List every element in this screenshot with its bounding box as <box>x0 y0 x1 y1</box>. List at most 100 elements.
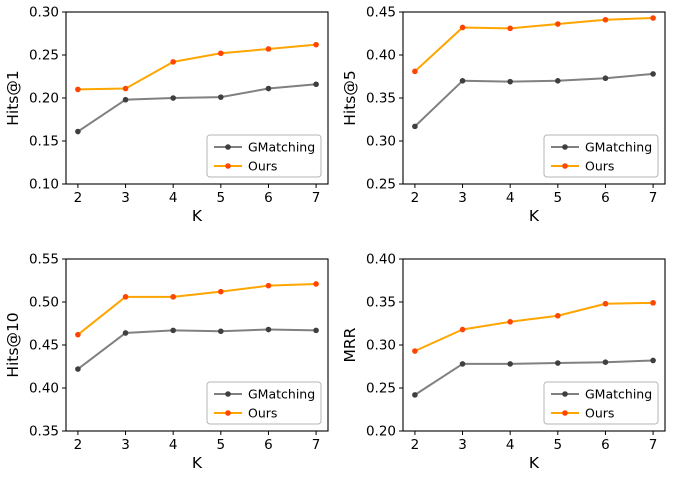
y-axis-label: Hits@5 <box>341 71 359 126</box>
data-point-marker-gmatching <box>75 366 81 372</box>
data-point-marker-gmatching <box>650 357 656 364</box>
y-tick-label: 0.40 <box>29 380 59 396</box>
y-tick-label: 0.25 <box>366 380 396 396</box>
data-point-marker-gmatching <box>602 359 609 365</box>
y-tick-label: 0.25 <box>29 48 59 64</box>
legend: GMatching Ours <box>206 134 322 178</box>
data-point-marker-gmatching <box>75 128 81 135</box>
data-point-marker-ours <box>602 17 609 23</box>
series-line-ours <box>77 43 318 91</box>
series-line-gmatching <box>413 359 654 396</box>
data-point-marker-gmatching <box>170 95 177 102</box>
data-point-marker-ours <box>602 300 609 307</box>
x-tick-label: 2 <box>410 437 419 453</box>
legend-sample-marker <box>561 390 568 397</box>
y-tick-label: 0.45 <box>29 337 59 353</box>
x-tick-label: 3 <box>458 190 467 206</box>
subplot-hits-at-10: 2 3 4 5 6 7 0.35 0.40 0.45 0.50 0.55 K Hits@10 GMatch… <box>0 247 337 493</box>
data-point-marker-gmatching <box>602 75 609 82</box>
legend-sample-marker <box>225 390 232 397</box>
legend-entry-label: Ours <box>585 405 614 420</box>
data-point-marker-gmatching <box>122 97 129 103</box>
data-point-marker-ours <box>218 50 224 57</box>
x-tick-label: 6 <box>264 437 273 453</box>
series-line-gmatching <box>413 73 654 128</box>
x-tick-label: 4 <box>169 190 178 206</box>
data-point-marker-ours <box>218 288 224 295</box>
legend-sample-marker <box>225 409 232 416</box>
x-axis-label: K <box>192 454 203 472</box>
x-tick-label: 7 <box>649 190 658 206</box>
x-tick-label: 6 <box>601 190 610 206</box>
legend-entry-label: GMatching <box>248 140 315 155</box>
data-point-marker-gmatching <box>411 391 418 398</box>
data-point-marker-ours <box>265 282 272 289</box>
data-point-marker-ours <box>170 293 177 300</box>
y-tick-label: 0.45 <box>366 5 396 21</box>
data-point-marker-ours <box>507 318 513 325</box>
x-tick-label: 2 <box>74 437 83 453</box>
x-axis-label: K <box>529 207 540 225</box>
y-tick-label: 0.55 <box>29 251 59 267</box>
data-point-marker-gmatching <box>554 360 561 366</box>
y-tick-label: 0.20 <box>29 91 59 107</box>
legend-entry-label: Ours <box>248 405 277 420</box>
x-tick-label: 2 <box>410 190 419 206</box>
data-point-marker-ours <box>650 15 656 22</box>
data-point-marker-gmatching <box>554 78 561 84</box>
x-tick-label: 4 <box>506 437 515 453</box>
data-point-marker-gmatching <box>650 71 656 77</box>
x-tick-label: 7 <box>649 437 658 453</box>
x-tick-label: 7 <box>312 190 321 206</box>
subplot-hits-at-5: 2 3 4 5 6 7 0.25 0.30 0.35 0.40 0.45 K Hits@5 GMatchi… <box>337 0 673 247</box>
legend-sample-marker <box>225 163 232 170</box>
chart-svg: 2 3 4 5 6 7 0.35 0.40 0.45 0.50 0.55 K Hits@10 GMatch… <box>4 251 329 472</box>
data-point-marker-gmatching <box>218 328 224 334</box>
series-line-ours <box>413 301 654 352</box>
y-tick-label: 0.35 <box>366 294 396 310</box>
y-axis-label: Hits@1 <box>4 71 22 126</box>
y-tick-label: 0.50 <box>29 294 59 310</box>
legend-sample-marker <box>561 144 568 151</box>
data-point-marker-ours <box>554 312 561 319</box>
x-tick-label: 2 <box>74 190 83 206</box>
x-tick-label: 6 <box>601 437 610 453</box>
legend: GMatching Ours <box>543 134 659 178</box>
x-tick-label: 3 <box>121 190 130 206</box>
x-tick-label: 5 <box>217 437 226 453</box>
y-axis-label: Hits@10 <box>4 312 22 377</box>
y-tick-label: 0.30 <box>29 5 59 21</box>
y-tick-label: 0.30 <box>366 337 396 353</box>
legend-sample-marker <box>225 144 232 151</box>
data-point-marker-ours <box>313 42 320 48</box>
data-point-marker-ours <box>411 347 418 354</box>
series-line-gmatching <box>77 83 318 133</box>
data-point-marker-ours <box>170 59 177 65</box>
legend-entry-label: Ours <box>585 159 614 174</box>
data-point-marker-ours <box>75 331 81 338</box>
y-tick-label: 0.10 <box>29 177 59 193</box>
x-tick-label: 4 <box>506 190 515 206</box>
data-point-marker-gmatching <box>411 123 418 130</box>
data-point-marker-gmatching <box>170 327 177 333</box>
series-line-ours <box>413 17 654 73</box>
data-point-marker-ours <box>411 68 418 75</box>
data-point-marker-ours <box>459 326 466 333</box>
subplot-mrr: 2 3 4 5 6 7 0.20 0.25 0.30 0.35 0.40 K MRR GMatching O… <box>337 247 673 493</box>
x-tick-label: 5 <box>217 190 226 206</box>
y-tick-label: 0.40 <box>366 48 396 64</box>
x-tick-label: 5 <box>553 437 562 453</box>
legend-entry-label: GMatching <box>248 386 315 401</box>
y-tick-label: 0.15 <box>29 134 59 150</box>
data-point-marker-gmatching <box>507 79 513 85</box>
chart-svg: 2 3 4 5 6 7 0.20 0.25 0.30 0.35 0.40 K MRR GMatching O… <box>341 251 666 472</box>
data-point-marker-gmatching <box>265 326 272 333</box>
x-tick-label: 5 <box>553 190 562 206</box>
data-point-marker-gmatching <box>122 329 129 336</box>
legend-sample-marker <box>561 163 568 170</box>
data-point-marker-ours <box>122 293 129 300</box>
x-axis-label: K <box>192 207 203 225</box>
legend-entry-label: GMatching <box>585 140 652 155</box>
data-point-marker-ours <box>122 85 129 92</box>
